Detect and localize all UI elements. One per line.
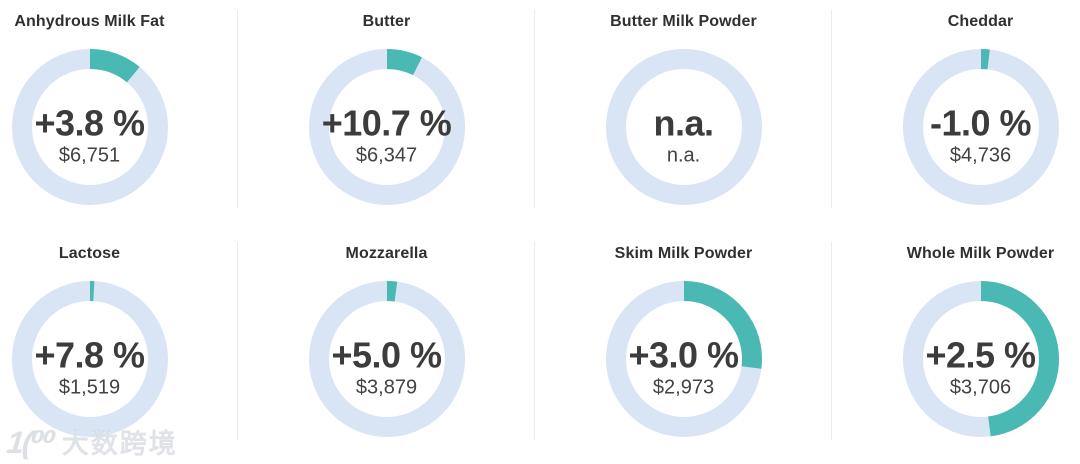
donut-center-text: +5.0 % $3,879 bbox=[331, 334, 442, 399]
donut-svg bbox=[308, 281, 465, 437]
price-change-percent: n.a. bbox=[653, 102, 714, 144]
donut-ring-value bbox=[308, 49, 465, 205]
donut-center-text: +10.7 % $6,347 bbox=[321, 102, 452, 167]
average-price: $3,706 bbox=[949, 376, 1012, 399]
donut-svg bbox=[605, 49, 762, 205]
donut-center-text: +2.5 % $3,706 bbox=[925, 334, 1036, 399]
donut-center-text: +7.8 % $1,519 bbox=[34, 334, 145, 399]
donut-svg bbox=[902, 281, 1059, 437]
donut-ring-value bbox=[11, 281, 168, 437]
product-title: Whole Milk Powder bbox=[906, 245, 1055, 262]
product-card-anhydrous-milk-fat: Anhydrous Milk Fat +3.8 % $6,751 bbox=[0, 0, 238, 232]
donut-svg bbox=[11, 281, 168, 437]
donut-chart: +7.8 % $1,519 bbox=[11, 280, 169, 438]
product-title: Skim Milk Powder bbox=[614, 245, 753, 262]
average-price: $4,736 bbox=[949, 144, 1012, 167]
price-change-percent: +7.8 % bbox=[34, 334, 145, 376]
donut-ring-value bbox=[902, 281, 1059, 437]
average-price: $1,519 bbox=[58, 376, 121, 399]
donut-center-text: +3.0 % $2,973 bbox=[628, 334, 739, 399]
average-price: $6,347 bbox=[355, 144, 418, 167]
donut-ring-value bbox=[308, 281, 465, 437]
donut-ring-background bbox=[605, 49, 762, 205]
average-price: $3,879 bbox=[355, 376, 418, 399]
product-card-butter: Butter +10.7 % $6,347 bbox=[238, 0, 535, 232]
donut-center-text: +3.8 % $6,751 bbox=[34, 102, 145, 167]
donut-chart: +3.0 % $2,973 bbox=[605, 280, 763, 438]
donut-svg bbox=[902, 49, 1059, 205]
donut-svg bbox=[308, 49, 465, 205]
average-price: $2,973 bbox=[652, 376, 715, 399]
product-card-lactose: Lactose +7.8 % $1,519 bbox=[0, 232, 238, 464]
product-card-whole-milk-powder: Whole Milk Powder +2.5 % $3,706 bbox=[832, 232, 1080, 464]
donut-ring-value bbox=[605, 281, 762, 437]
price-change-percent: +10.7 % bbox=[321, 102, 452, 144]
donut-ring-value bbox=[11, 49, 168, 205]
product-card-mozzarella: Mozzarella +5.0 % $3,879 bbox=[238, 232, 535, 464]
donut-svg bbox=[11, 49, 168, 205]
donut-chart: +5.0 % $3,879 bbox=[308, 280, 466, 438]
product-title: Mozzarella bbox=[345, 245, 428, 262]
product-card-skim-milk-powder: Skim Milk Powder +3.0 % $2,973 bbox=[535, 232, 832, 464]
price-change-percent: +3.0 % bbox=[628, 334, 739, 376]
product-title: Lactose bbox=[58, 245, 121, 262]
product-title: Butter Milk Powder bbox=[610, 13, 757, 30]
product-card-butter-milk-powder: Butter Milk Powder n.a. n.a. bbox=[535, 0, 832, 232]
donut-center-text: -1.0 % $4,736 bbox=[929, 102, 1032, 167]
average-price: $6,751 bbox=[58, 144, 121, 167]
donut-svg bbox=[605, 281, 762, 437]
price-change-percent: +3.8 % bbox=[34, 102, 145, 144]
product-title: Butter bbox=[362, 13, 411, 30]
product-title: Cheddar bbox=[947, 13, 1014, 30]
donut-chart: +10.7 % $6,347 bbox=[308, 48, 466, 206]
price-change-percent: +5.0 % bbox=[331, 334, 442, 376]
price-change-percent: -1.0 % bbox=[929, 102, 1032, 144]
donut-chart: +3.8 % $6,751 bbox=[11, 48, 169, 206]
donut-center-text: n.a. n.a. bbox=[653, 102, 714, 167]
average-price: n.a. bbox=[666, 144, 701, 167]
product-card-cheddar: Cheddar -1.0 % $4,736 bbox=[832, 0, 1080, 232]
donut-chart: -1.0 % $4,736 bbox=[902, 48, 1060, 206]
product-title: Anhydrous Milk Fat bbox=[14, 13, 165, 30]
donut-ring-value bbox=[902, 49, 1059, 205]
donut-chart: +2.5 % $3,706 bbox=[902, 280, 1060, 438]
price-change-percent: +2.5 % bbox=[925, 334, 1036, 376]
donut-chart: n.a. n.a. bbox=[605, 48, 763, 206]
